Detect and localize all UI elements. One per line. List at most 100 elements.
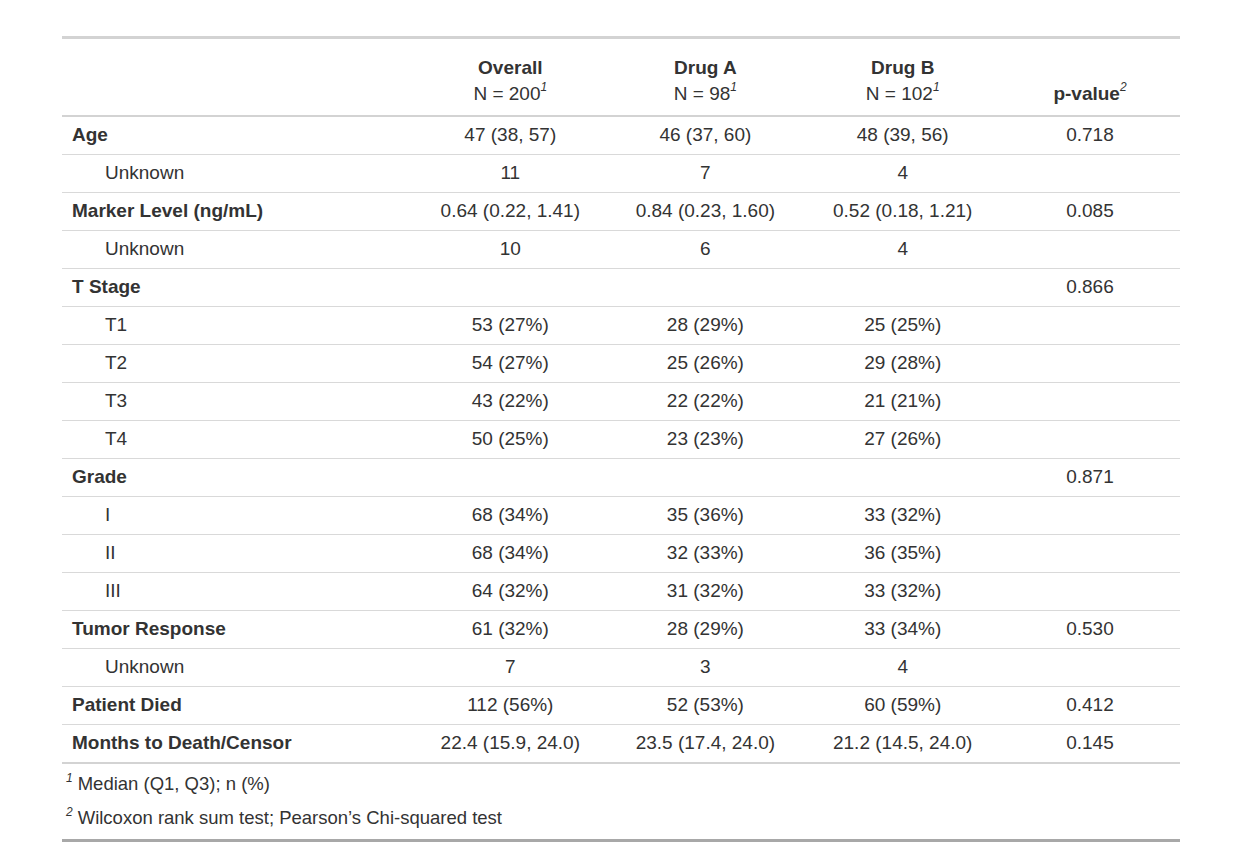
- cell-drug-b: 0.52 (0.18, 1.21): [805, 193, 1000, 231]
- cell-p-value: [1000, 421, 1180, 459]
- cell-overall: 10: [415, 231, 605, 269]
- cell-overall: 64 (32%): [415, 573, 605, 611]
- cell-drug-a: 46 (37, 60): [605, 116, 805, 155]
- stub-header: [62, 38, 415, 117]
- col-title-p-value: p-value2: [1005, 81, 1175, 107]
- footnote-row: 1 Median (Q1, Q3); n (%): [62, 763, 1180, 801]
- table-row: II68 (34%)32 (33%)36 (35%): [62, 535, 1180, 573]
- cell-drug-a: 23.5 (17.4, 24.0): [605, 725, 805, 764]
- cell-drug-b: 33 (34%): [805, 611, 1000, 649]
- footnote-2: 2Wilcoxon rank sum test; Pearson’s Chi-s…: [62, 801, 1180, 841]
- cell-p-value: [1000, 231, 1180, 269]
- header-row: Overall N = 2001 Drug A N = 981 Drug B N…: [62, 38, 1180, 117]
- table-row: T153 (27%)28 (29%)25 (25%): [62, 307, 1180, 345]
- cell-p-value: 0.718: [1000, 116, 1180, 155]
- cell-p-value: [1000, 649, 1180, 687]
- cell-drug-a: 23 (23%): [605, 421, 805, 459]
- table-row: III64 (32%)31 (32%)33 (32%): [62, 573, 1180, 611]
- col-header-drug-a: Drug A N = 981: [605, 38, 805, 117]
- cell-drug-a: [605, 269, 805, 307]
- cell-overall: 47 (38, 57): [415, 116, 605, 155]
- cell-drug-b: 4: [805, 231, 1000, 269]
- cell-p-value: [1000, 307, 1180, 345]
- cell-overall: 0.64 (0.22, 1.41): [415, 193, 605, 231]
- footnote-row: 2Wilcoxon rank sum test; Pearson’s Chi-s…: [62, 801, 1180, 841]
- cell-drug-b: 60 (59%): [805, 687, 1000, 725]
- row-label: Unknown: [62, 649, 415, 687]
- col-title-drug-b: Drug B: [810, 55, 995, 81]
- cell-drug-b: 33 (32%): [805, 573, 1000, 611]
- table-row: Months to Death/Censor22.4 (15.9, 24.0)2…: [62, 725, 1180, 764]
- table-row: T450 (25%)23 (23%)27 (26%): [62, 421, 1180, 459]
- row-label: T2: [62, 345, 415, 383]
- cell-drug-a: 3: [605, 649, 805, 687]
- cell-overall: 68 (34%): [415, 497, 605, 535]
- cell-p-value: [1000, 535, 1180, 573]
- cell-overall: 50 (25%): [415, 421, 605, 459]
- page: Overall N = 2001 Drug A N = 981 Drug B N…: [0, 0, 1242, 864]
- cell-drug-b: 33 (32%): [805, 497, 1000, 535]
- table-row: T254 (27%)25 (26%)29 (28%): [62, 345, 1180, 383]
- cell-overall: 68 (34%): [415, 535, 605, 573]
- table-row: Unknown1064: [62, 231, 1180, 269]
- col-title-drug-a: Drug A: [610, 55, 800, 81]
- cell-p-value: 0.871: [1000, 459, 1180, 497]
- row-label: III: [62, 573, 415, 611]
- cell-drug-a: 52 (53%): [605, 687, 805, 725]
- cell-drug-a: 0.84 (0.23, 1.60): [605, 193, 805, 231]
- cell-overall: 53 (27%): [415, 307, 605, 345]
- cell-p-value: 0.145: [1000, 725, 1180, 764]
- footnote-mark: 1: [66, 771, 73, 785]
- cell-drug-b: 36 (35%): [805, 535, 1000, 573]
- cell-overall: 11: [415, 155, 605, 193]
- cell-drug-a: 22 (22%): [605, 383, 805, 421]
- row-label: Age: [62, 116, 415, 155]
- cell-p-value: 0.085: [1000, 193, 1180, 231]
- footnote-mark: 1: [541, 80, 548, 94]
- table-row: Unknown734: [62, 649, 1180, 687]
- row-label: I: [62, 497, 415, 535]
- cell-drug-b: 4: [805, 649, 1000, 687]
- cell-p-value: 0.866: [1000, 269, 1180, 307]
- table-row: Age47 (38, 57)46 (37, 60)48 (39, 56)0.71…: [62, 116, 1180, 155]
- table-body: Age47 (38, 57)46 (37, 60)48 (39, 56)0.71…: [62, 116, 1180, 763]
- row-label: Tumor Response: [62, 611, 415, 649]
- footnote-mark: 2: [1120, 80, 1127, 94]
- row-label: II: [62, 535, 415, 573]
- cell-drug-b: [805, 269, 1000, 307]
- cell-overall: 54 (27%): [415, 345, 605, 383]
- col-n-drug-a: N = 981: [610, 81, 800, 107]
- cell-drug-b: 29 (28%): [805, 345, 1000, 383]
- table-row: Patient Died112 (56%)52 (53%)60 (59%)0.4…: [62, 687, 1180, 725]
- row-label: T1: [62, 307, 415, 345]
- row-label: T3: [62, 383, 415, 421]
- table-row: Unknown1174: [62, 155, 1180, 193]
- footnote-text: Median (Q1, Q3); n (%): [78, 773, 270, 794]
- col-header-overall: Overall N = 2001: [415, 38, 605, 117]
- cell-drug-b: 27 (26%): [805, 421, 1000, 459]
- cell-drug-b: [805, 459, 1000, 497]
- row-label: Marker Level (ng/mL): [62, 193, 415, 231]
- row-label: Grade: [62, 459, 415, 497]
- table-row: Marker Level (ng/mL)0.64 (0.22, 1.41)0.8…: [62, 193, 1180, 231]
- cell-p-value: [1000, 497, 1180, 535]
- cell-overall: 61 (32%): [415, 611, 605, 649]
- col-n-drug-b: N = 1021: [810, 81, 995, 107]
- row-label: Unknown: [62, 231, 415, 269]
- cell-drug-b: 21 (21%): [805, 383, 1000, 421]
- table-header: Overall N = 2001 Drug A N = 981 Drug B N…: [62, 38, 1180, 117]
- cell-drug-a: 28 (29%): [605, 611, 805, 649]
- cell-drug-a: 35 (36%): [605, 497, 805, 535]
- cell-drug-a: 6: [605, 231, 805, 269]
- footnote-mark: 1: [730, 80, 737, 94]
- footnote-mark: 2: [66, 805, 73, 819]
- cell-p-value: 0.412: [1000, 687, 1180, 725]
- cell-overall: [415, 269, 605, 307]
- footnote-1: 1 Median (Q1, Q3); n (%): [62, 763, 1180, 801]
- cell-overall: 112 (56%): [415, 687, 605, 725]
- cell-overall: [415, 459, 605, 497]
- cell-drug-b: 48 (39, 56): [805, 116, 1000, 155]
- cell-drug-a: 25 (26%): [605, 345, 805, 383]
- col-n-overall: N = 2001: [420, 81, 600, 107]
- col-header-p-value: p-value2: [1000, 38, 1180, 117]
